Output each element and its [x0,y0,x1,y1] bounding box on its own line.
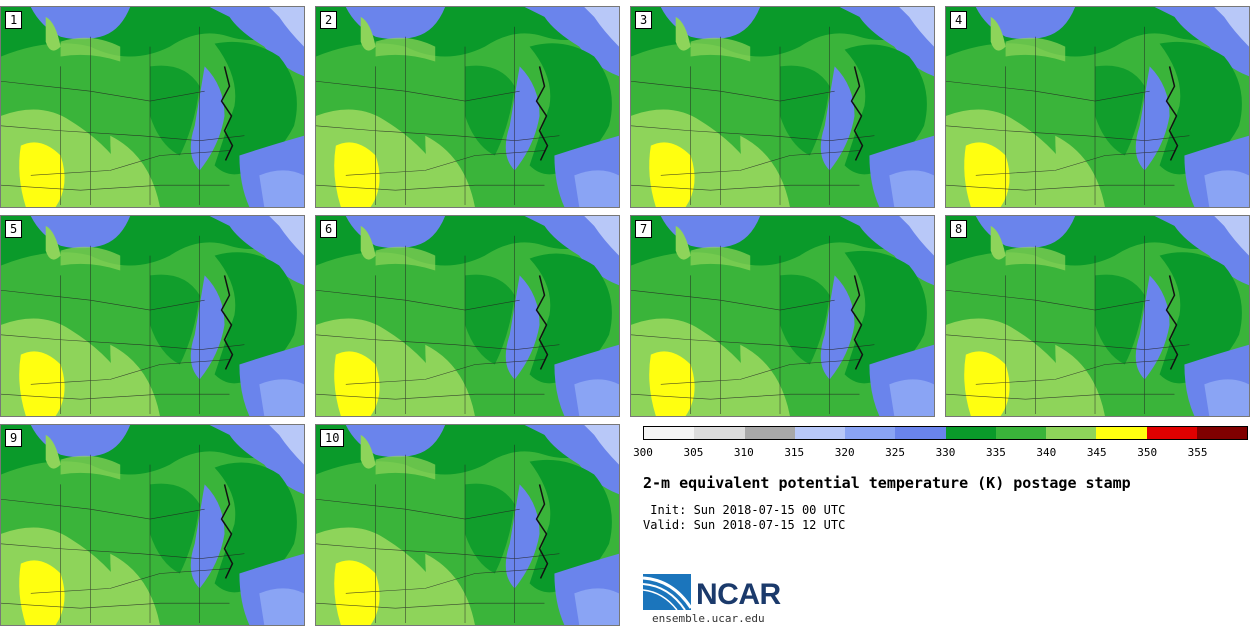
member-label: 8 [950,220,968,238]
member-label: 1 [5,11,23,29]
colorbar-segment [1046,427,1097,439]
map-image [1,7,304,207]
colorbar-segment [845,427,896,439]
colorbar-tick-label: 335 [985,446,1006,459]
colorbar-ticks: 300 305 310 315 320 325 330 335 340 345 350 355 [633,446,1248,460]
colorbar-segment [895,427,946,439]
init-time: Init: Sun 2018-07-15 00 UTC [643,503,846,517]
ensemble-member-panel-5: 5 [0,215,305,417]
valid-time: Valid: Sun 2018-07-15 12 UTC [643,518,846,532]
ensemble-member-panel-10: 10 [315,424,620,626]
colorbar-tick-label: 330 [935,446,956,459]
colorbar-tick-label: 345 [1086,446,1107,459]
member-label: 6 [320,220,338,238]
member-label: 5 [5,220,23,238]
member-label: 7 [635,220,653,238]
ensemble-member-panel-8: 8 [945,215,1250,417]
site-url[interactable]: ensemble.ucar.edu [652,612,765,625]
map-image [631,7,934,207]
colorbar-tick-label: 300 [633,446,653,459]
colorbar-segment [1196,427,1247,439]
ensemble-member-panel-6: 6 [315,215,620,417]
colorbar-segment [644,427,695,439]
map-image [316,216,619,416]
colorbar-segment [995,427,1046,439]
map-image [946,7,1249,207]
colorbar-tick-label: 340 [1036,446,1057,459]
ncar-logo-icon [643,574,693,611]
map-image [1,216,304,416]
colorbar-tick-label: 325 [885,446,906,459]
member-label: 2 [320,11,338,29]
colorbar-tick-label: 355 [1187,446,1208,459]
ensemble-member-panel-2: 2 [315,6,620,208]
member-label: 4 [950,11,968,29]
ensemble-member-panel-9: 9 [0,424,305,626]
colorbar-segment [794,427,845,439]
ensemble-member-panel-3: 3 [630,6,935,208]
colorbar-tick-label: 310 [733,446,754,459]
member-label: 3 [635,11,653,29]
ensemble-member-panel-7: 7 [630,215,935,417]
ensemble-member-panel-4: 4 [945,6,1250,208]
colorbar-tick-label: 315 [784,446,805,459]
colorbar-segment [945,427,996,439]
colorbar-tick-label: 320 [834,446,855,459]
map-image [946,216,1249,416]
colorbar-segment [1096,427,1147,439]
map-image [316,425,619,625]
colorbar-segment [1146,427,1197,439]
colorbar-tick-label: 350 [1137,446,1158,459]
colorbar [643,426,1248,440]
member-label: 10 [320,429,345,447]
map-image [1,425,304,625]
plot-title: 2-m equivalent potential temperature (K)… [643,474,1131,492]
member-label: 9 [5,429,23,447]
map-image [631,216,934,416]
colorbar-segment [744,427,795,439]
ncar-logo-text: NCAR [696,578,781,611]
ensemble-member-panel-1: 1 [0,6,305,208]
colorbar-tick-label: 305 [683,446,704,459]
colorbar-segment [694,427,745,439]
map-image [316,7,619,207]
